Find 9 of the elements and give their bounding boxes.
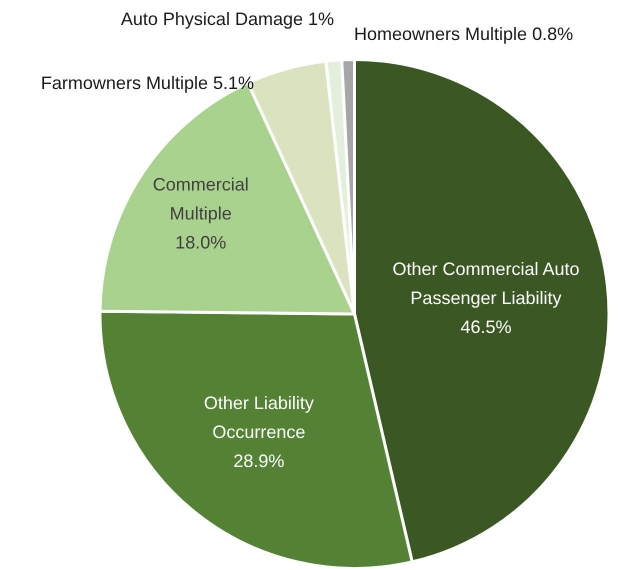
slice-label: Farmowners Multiple 5.1% — [40, 72, 254, 93]
data-label: 18.0% — [175, 232, 226, 252]
data-label: 46.5% — [460, 316, 512, 337]
data-label: 28.9% — [233, 451, 284, 472]
slice-label: Other Commercial Auto Passenger Liability — [392, 258, 580, 308]
slice-label: Commercial Multiple — [152, 174, 249, 224]
slice-label: Auto Physical Damage 1% — [120, 8, 334, 29]
slice-label: Homeowners Multiple 0.8% — [354, 24, 574, 44]
slice-label: Other Liability Occurrence — [204, 393, 314, 442]
